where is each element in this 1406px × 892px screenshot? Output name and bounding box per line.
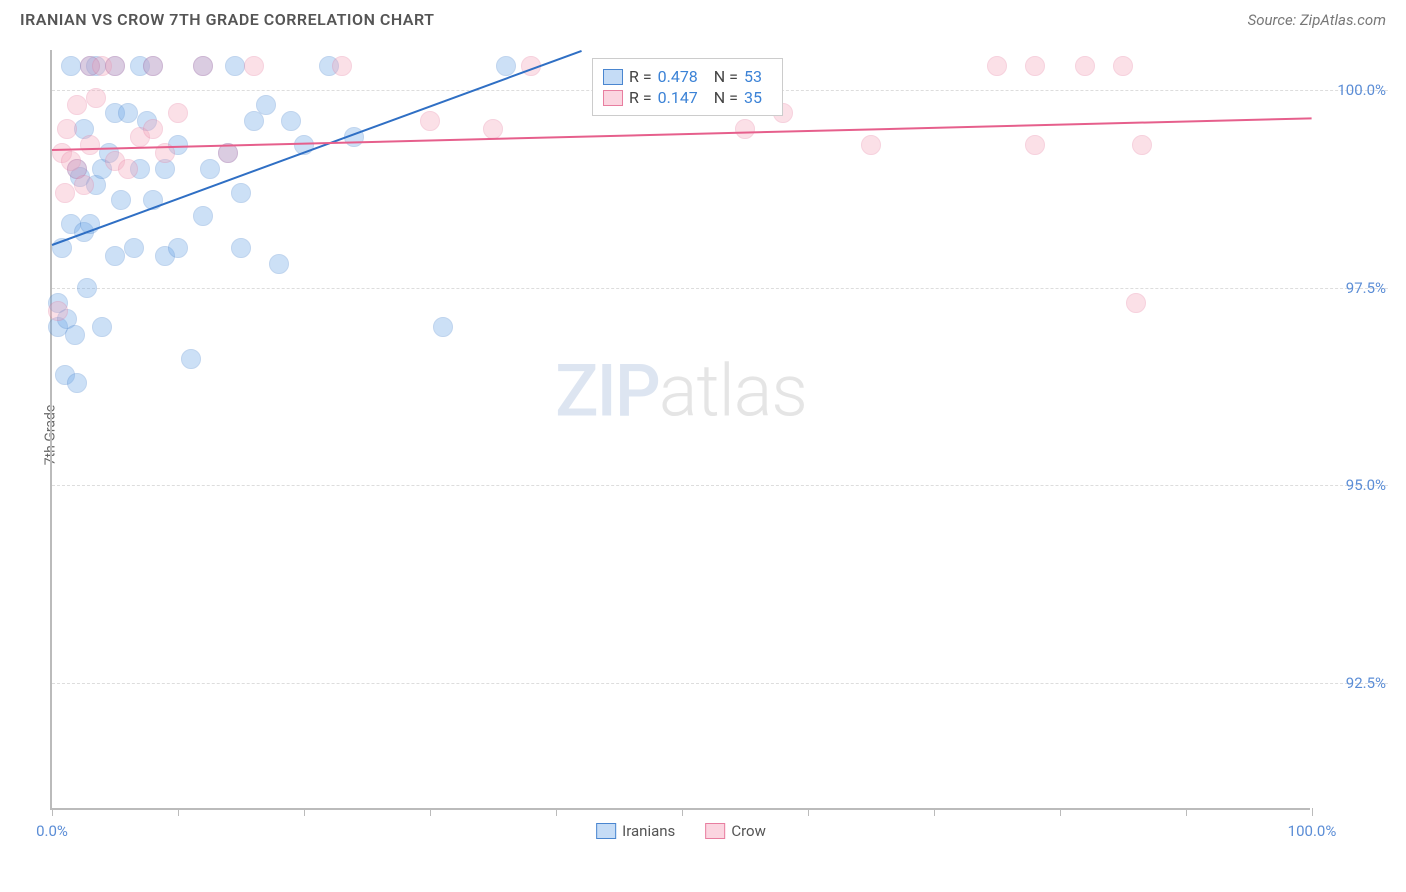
legend-text: R = <box>629 88 652 107</box>
x-tick <box>304 808 305 816</box>
watermark: ZIPatlas <box>555 349 807 434</box>
data-point <box>1126 293 1146 313</box>
data-point <box>420 111 440 131</box>
legend-row: R = 0.478 N = 53 <box>603 67 772 86</box>
trend-line <box>52 117 1312 151</box>
data-point <box>1025 135 1045 155</box>
chart-area: 7th Grade ZIPatlas IraniansCrow 92.5%95.… <box>40 50 1386 820</box>
data-point <box>48 301 68 321</box>
data-point <box>77 278 97 298</box>
data-point <box>1132 135 1152 155</box>
data-point <box>332 56 352 76</box>
y-tick-label: 95.0% <box>1316 476 1386 494</box>
data-point <box>168 238 188 258</box>
plot-region: ZIPatlas IraniansCrow 92.5%95.0%97.5%100… <box>50 50 1310 810</box>
data-point <box>74 175 94 195</box>
bottom-legend: Iranians Crow <box>596 822 766 840</box>
data-point <box>200 159 220 179</box>
data-point <box>244 56 264 76</box>
x-tick <box>52 808 53 816</box>
gridline <box>52 683 1388 684</box>
chart-source: Source: ZipAtlas.com <box>1248 11 1386 29</box>
x-tick <box>556 808 557 816</box>
data-point <box>269 254 289 274</box>
data-point <box>735 119 755 139</box>
data-point <box>143 119 163 139</box>
data-point <box>231 238 251 258</box>
chart-header: IRANIAN VS CROW 7TH GRADE CORRELATION CH… <box>0 0 1406 39</box>
legend-label: Crow <box>731 822 766 840</box>
x-tick <box>808 808 809 816</box>
legend-text: 0.147 <box>658 88 698 107</box>
legend-text: 35 <box>744 88 762 107</box>
data-point <box>1025 56 1045 76</box>
data-point <box>105 246 125 266</box>
data-point <box>193 56 213 76</box>
data-point <box>57 119 77 139</box>
legend-swatch <box>603 90 623 106</box>
legend-text: N = <box>714 67 738 86</box>
legend-swatch <box>603 69 623 85</box>
x-tick <box>430 808 431 816</box>
data-point <box>861 135 881 155</box>
data-point <box>168 103 188 123</box>
gridline <box>52 288 1388 289</box>
data-point <box>92 317 112 337</box>
y-tick-label: 100.0% <box>1316 81 1386 99</box>
legend-text: R = <box>629 67 652 86</box>
data-point <box>80 135 100 155</box>
data-point <box>1075 56 1095 76</box>
x-tick <box>1186 808 1187 816</box>
legend-text: N = <box>714 88 738 107</box>
data-point <box>483 119 503 139</box>
legend-text: 53 <box>744 67 762 86</box>
x-tick <box>934 808 935 816</box>
data-point <box>1113 56 1133 76</box>
data-point <box>225 56 245 76</box>
data-point <box>105 56 125 76</box>
chart-title: IRANIAN VS CROW 7TH GRADE CORRELATION CH… <box>20 10 434 29</box>
legend-swatch <box>596 823 616 839</box>
data-point <box>65 325 85 345</box>
data-point <box>61 56 81 76</box>
data-point <box>433 317 453 337</box>
x-tick-label: 100.0% <box>1288 822 1337 840</box>
data-point <box>193 206 213 226</box>
data-point <box>181 349 201 369</box>
gridline <box>52 485 1388 486</box>
data-point <box>496 56 516 76</box>
data-point <box>67 95 87 115</box>
data-point <box>118 103 138 123</box>
x-tick <box>1312 808 1313 816</box>
data-point <box>124 238 144 258</box>
legend-row: R = 0.147 N = 35 <box>603 88 772 107</box>
y-tick-label: 97.5% <box>1316 279 1386 297</box>
data-point <box>67 373 87 393</box>
x-tick <box>178 808 179 816</box>
data-point <box>281 111 301 131</box>
legend-swatch <box>705 823 725 839</box>
data-point <box>231 183 251 203</box>
data-point <box>143 56 163 76</box>
data-point <box>118 159 138 179</box>
data-point <box>86 88 106 108</box>
legend-label: Iranians <box>622 822 675 840</box>
data-point <box>987 56 1007 76</box>
legend-text: 0.478 <box>658 67 698 86</box>
correlation-legend: R = 0.478 N = 53 R = 0.147 N = 35 <box>592 58 783 116</box>
data-point <box>256 95 276 115</box>
series-legend-item: Iranians <box>596 822 675 840</box>
x-tick-label: 0.0% <box>36 822 68 840</box>
x-tick <box>1060 808 1061 816</box>
data-point <box>111 190 131 210</box>
x-tick <box>682 808 683 816</box>
data-point <box>55 183 75 203</box>
y-tick-label: 92.5% <box>1316 674 1386 692</box>
series-legend-item: Crow <box>705 822 766 840</box>
